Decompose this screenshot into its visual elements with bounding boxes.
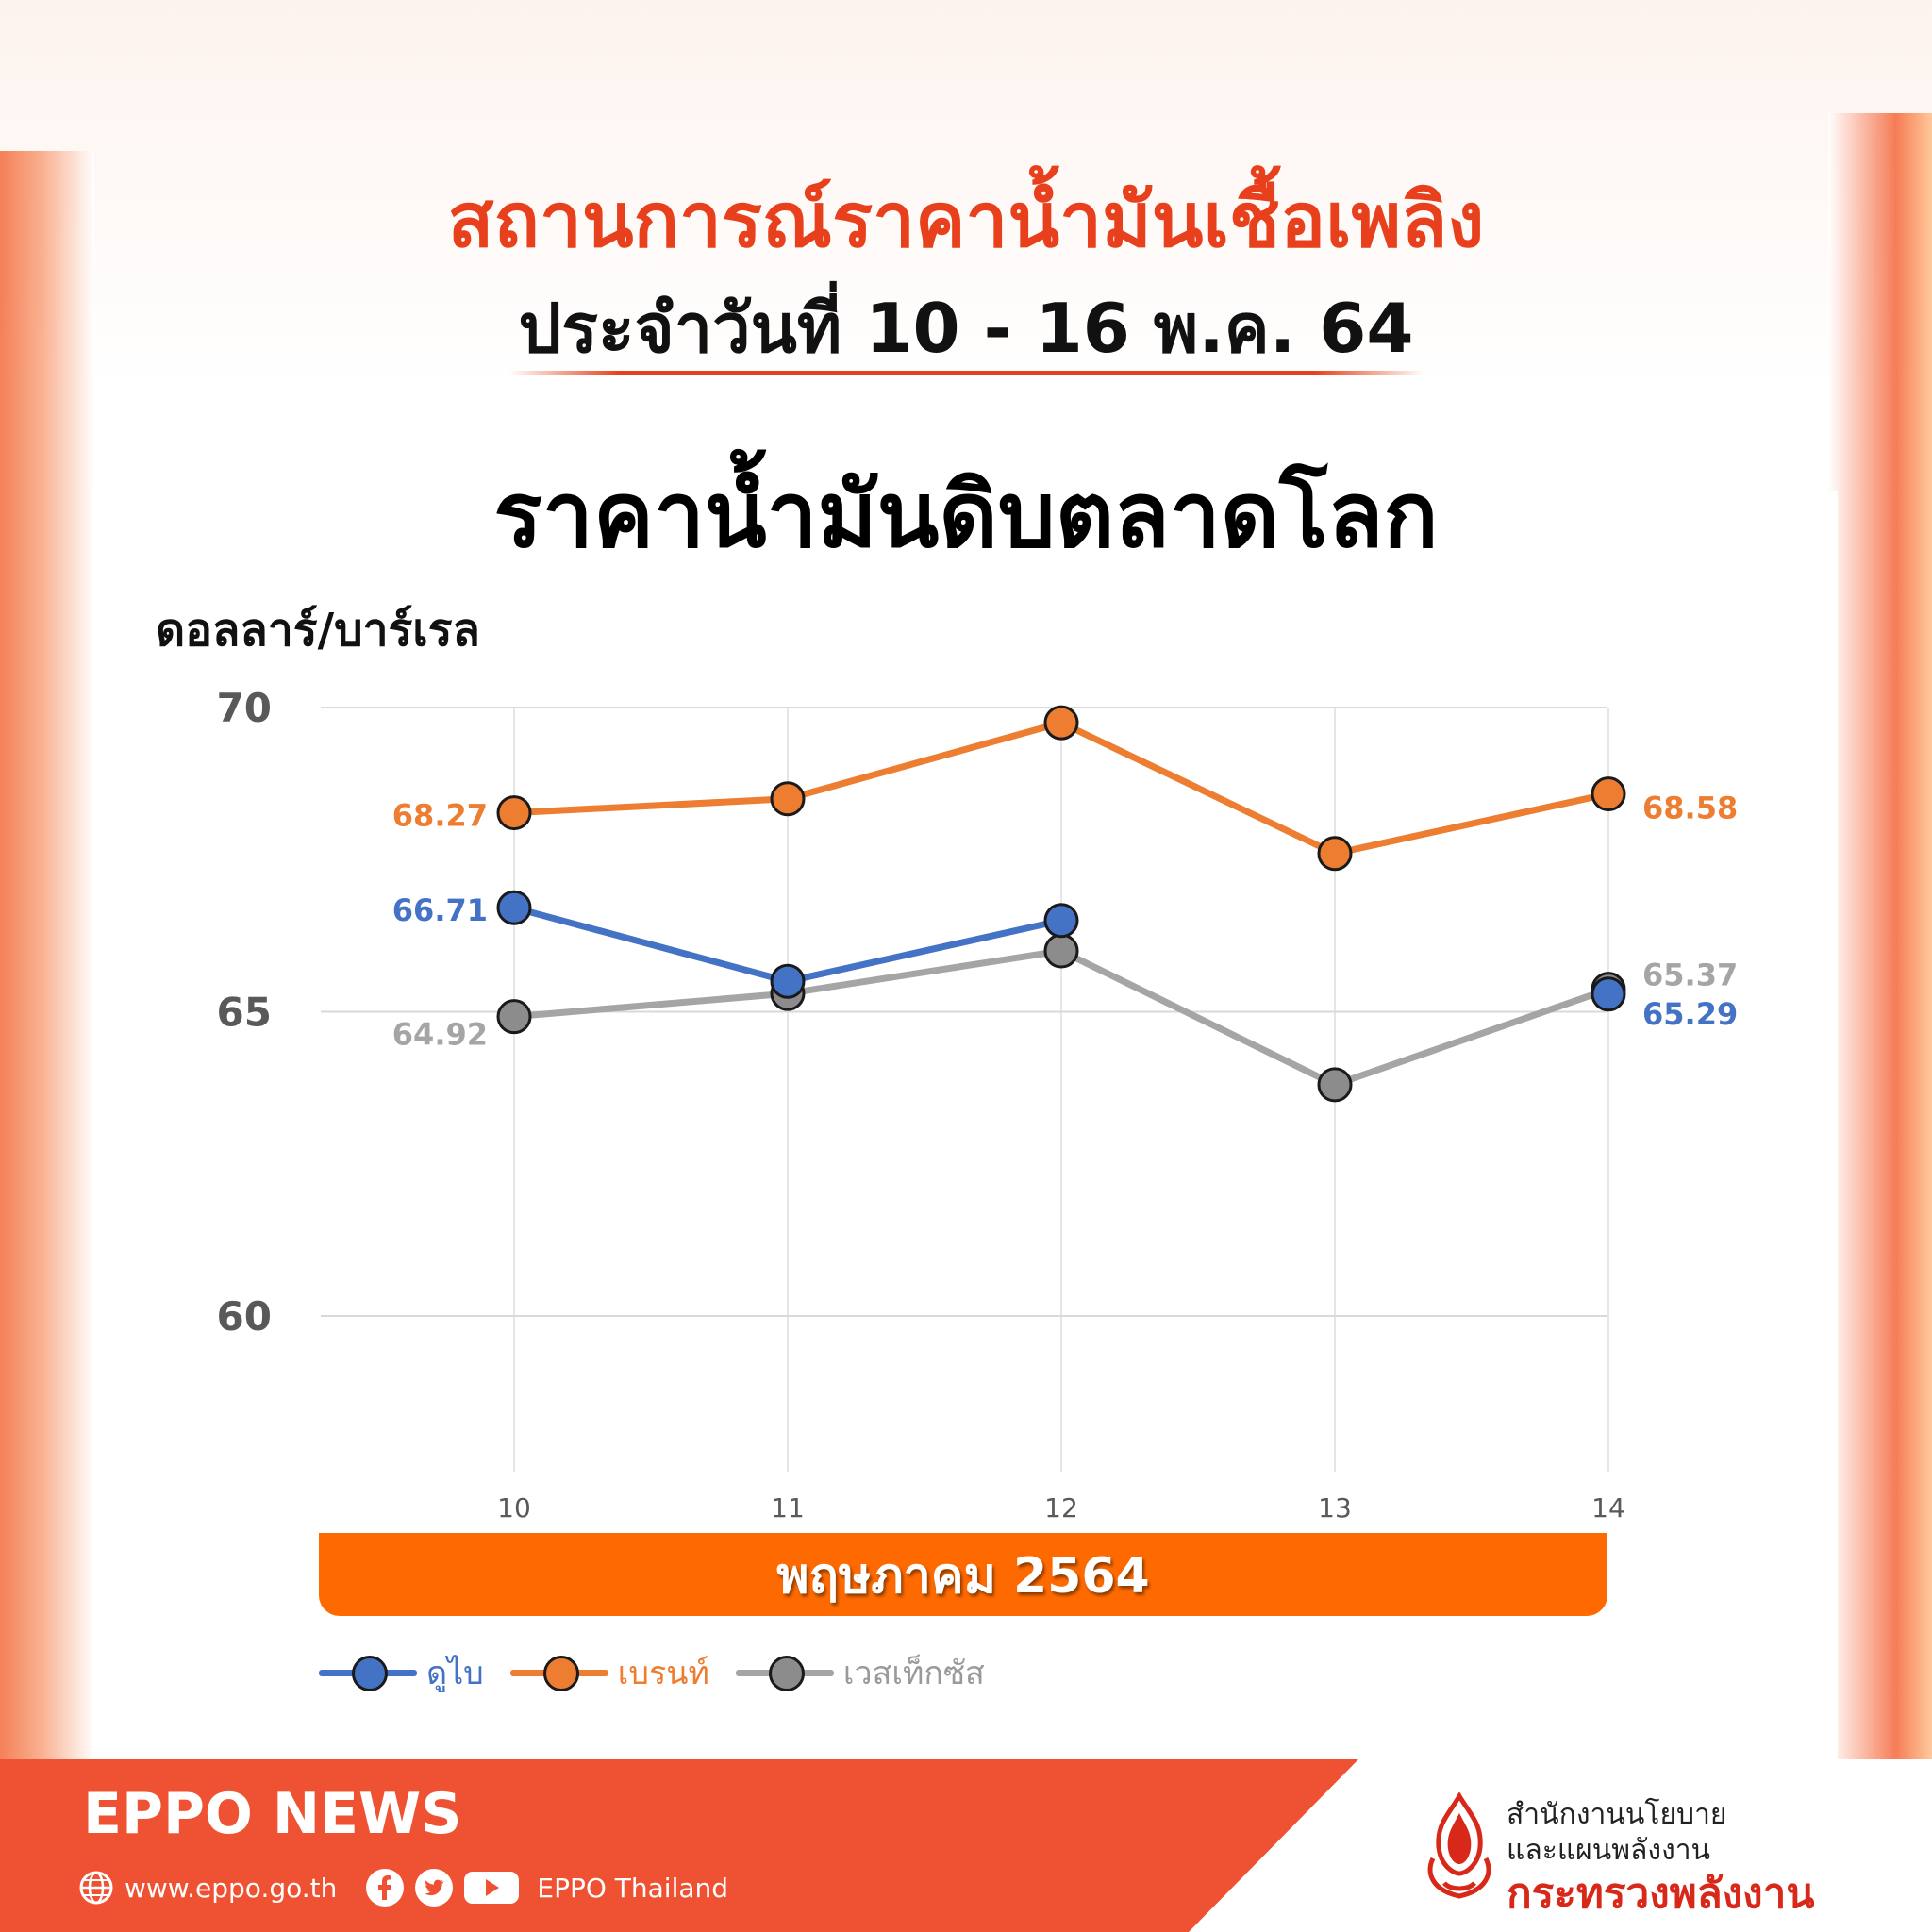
social-account-name[interactable]: EPPO Thailand (537, 1872, 729, 1904)
series-line-segment (510, 904, 791, 985)
series-line-segment (784, 719, 1065, 803)
data-point (1317, 1067, 1353, 1103)
ministry-name: กระทรวงพลังงาน (1507, 1870, 1815, 1918)
footer-band (0, 1759, 1358, 1932)
website-link[interactable]: www.eppo.go.th (125, 1872, 338, 1904)
data-point (770, 781, 806, 817)
series-line-segment (510, 990, 791, 1021)
data-point (496, 890, 532, 925)
series-line-segment (784, 947, 1065, 997)
data-label: 65.29 (1642, 996, 1738, 1032)
data-label: 66.71 (392, 892, 488, 928)
data-point (496, 999, 532, 1035)
youtube-icon[interactable] (463, 1868, 520, 1907)
data-point (1043, 933, 1079, 969)
chart-legend: ดูไบ เบรนท์ เวสเท็กซัส (319, 1649, 1011, 1696)
legend-label-dubai: ดูไบ (426, 1655, 484, 1692)
y-tick-label: 60 (217, 1293, 272, 1340)
legend-swatch-brent (509, 1654, 608, 1691)
legend-item-dubai: ดูไบ (319, 1647, 484, 1698)
right-decoration (1828, 113, 1932, 1764)
legend-item-wti: เวสเท็กซัส (735, 1647, 985, 1698)
brand-name: EPPO NEWS (83, 1781, 462, 1847)
series-line-segment (784, 917, 1065, 985)
series-line-segment (510, 795, 791, 817)
series-line-segment (1058, 719, 1339, 858)
legend-swatch-dubai (319, 1654, 417, 1691)
org-name-line1: สำนักงานนโยบาย (1507, 1798, 1727, 1831)
ministry-flame-logo (1427, 1792, 1491, 1899)
data-label: 64.92 (392, 1017, 488, 1053)
title-divider (509, 371, 1424, 375)
page-title: สถานการณ์ราคาน้ำมันเชื้อเพลิง (447, 176, 1485, 264)
footer-links: www.eppo.go.th EPPO Thailand (77, 1868, 728, 1907)
x-tick-label: 11 (771, 1492, 805, 1524)
data-point (1591, 976, 1626, 1012)
data-point (1591, 776, 1626, 812)
series-line-segment (1331, 791, 1612, 858)
data-label: 65.37 (1642, 958, 1738, 993)
data-point (1043, 903, 1079, 939)
x-axis-month-label: พฤษภาคม 2564 (319, 1533, 1607, 1616)
data-point (770, 963, 806, 999)
legend-swatch-wti (735, 1654, 834, 1691)
legend-item-brent: เบรนท์ (509, 1647, 709, 1698)
data-point (496, 795, 532, 831)
y-tick-label: 65 (217, 990, 272, 1036)
x-tick-label: 10 (497, 1492, 531, 1524)
date-range-subtitle: ประจำวันที่ 10 - 16 พ.ค. 64 (518, 289, 1414, 368)
legend-label-brent: เบรนท์ (617, 1655, 709, 1692)
social-icons: EPPO Thailand (365, 1868, 728, 1907)
left-decoration (0, 151, 94, 1764)
y-tick-label: 70 (217, 685, 272, 731)
data-label: 68.27 (392, 798, 488, 834)
data-point (1043, 705, 1079, 741)
globe-icon[interactable] (77, 1869, 115, 1907)
chart-title: ราคาน้ำมันดิบตลาดโลก (493, 462, 1439, 568)
series-line-segment (1058, 947, 1339, 1089)
facebook-icon[interactable] (365, 1868, 405, 1907)
x-tick-label: 12 (1044, 1492, 1078, 1524)
line-chart: 60 65 70 10 11 12 13 14 66.71 65.29 68.27 68.58 64.9… (217, 685, 1739, 1524)
series-line-segment (1331, 986, 1612, 1089)
org-name-line2: และแผนพลังงาน (1507, 1834, 1711, 1867)
legend-label-wti: เวสเท็กซัส (842, 1655, 985, 1692)
organization-block: สำนักงานนโยบาย และแผนพลังงาน กระทรวงพลัง… (1420, 1792, 1910, 1918)
y-axis-unit-label: ดอลลาร์/บาร์เรล (156, 604, 480, 657)
data-label: 68.58 (1642, 791, 1738, 826)
x-tick-label: 14 (1591, 1492, 1625, 1524)
twitter-icon[interactable] (414, 1868, 454, 1907)
x-tick-label: 13 (1318, 1492, 1352, 1524)
data-point (1317, 836, 1353, 872)
